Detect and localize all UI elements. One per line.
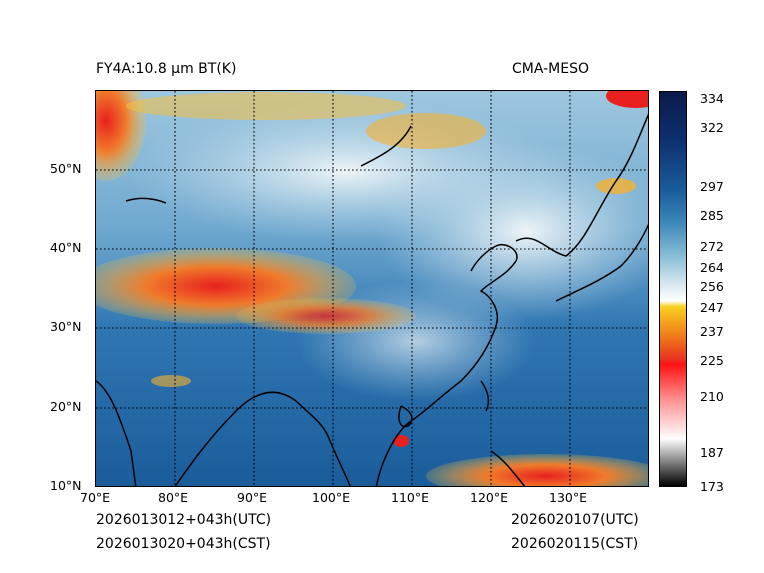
colorbar-tick-297: 297: [700, 179, 724, 194]
colorbar-tick-256: 256: [700, 279, 724, 294]
colorbar-tick-264: 264: [700, 260, 724, 275]
coastline-india-west: [96, 380, 137, 486]
cold-cloud-band-east: [236, 298, 416, 334]
lon-label-80e: 80°E: [158, 490, 189, 505]
lat-label-50n: 50°N: [50, 161, 82, 176]
lat-label-20n: 20°N: [50, 399, 82, 414]
coastlines: [96, 113, 648, 486]
coastline-japan: [555, 223, 648, 302]
tropical-convection: [426, 454, 648, 486]
colorbar-tick-272: 272: [700, 239, 724, 254]
colorbar-tick-187: 187: [700, 445, 724, 460]
colorbar: [659, 91, 687, 487]
colorbar-tick-210: 210: [700, 389, 724, 404]
cold-cloud-northeast: [606, 91, 648, 108]
valid-time-cst: 2026020115(CST): [511, 536, 639, 552]
graticule: [96, 91, 648, 486]
convection-india: [151, 375, 191, 387]
forecast-time-utc: 2026013012+043h(UTC): [96, 512, 272, 528]
cold-cloud-okhotsk: [366, 113, 486, 149]
coastline-okhotsk: [360, 125, 412, 167]
lon-label-120e: 120°E: [470, 490, 509, 505]
coastline-taiwan: [480, 380, 490, 412]
convection-hainan: [393, 435, 409, 447]
cloud-field-siberia: [126, 101, 566, 241]
lon-label-130e: 130°E: [549, 490, 588, 505]
model-name: CMA-MESO: [512, 61, 590, 77]
colorbar-gradient: [660, 92, 686, 486]
forecast-time-cst: 2026013020+043h(CST): [96, 536, 271, 552]
colorbar-tick-237: 237: [700, 324, 724, 339]
coastline-hainan: [398, 405, 413, 428]
colorbar-tick-225: 225: [700, 353, 724, 368]
coastline-lake: [125, 197, 167, 204]
lon-label-70e: 70°E: [80, 490, 111, 505]
cold-cloud-northwest: [96, 91, 146, 181]
map-canvas: [96, 91, 648, 486]
colorbar-fill: [660, 92, 686, 486]
lon-label-90e: 90°E: [237, 490, 268, 505]
coastline-philippines: [490, 450, 526, 486]
colorbar-tick-334: 334: [700, 91, 724, 106]
coastline-korea-russia: [515, 113, 648, 257]
map-title: FY4A:10.8 µm BT(K): [96, 61, 237, 77]
cold-cloud-japan-sea: [596, 178, 636, 194]
lat-label-10n: 10°N: [50, 478, 82, 493]
lat-label-40n: 40°N: [50, 240, 82, 255]
lon-label-100e: 100°E: [312, 490, 351, 505]
lat-label-30n: 30°N: [50, 319, 82, 334]
colorbar-tick-247: 247: [700, 300, 724, 315]
colorbar-tick-173: 173: [700, 479, 724, 494]
colorbar-tick-322: 322: [700, 120, 724, 135]
coastline-bay-of-bengal: [174, 391, 351, 486]
satellite-map: [95, 90, 649, 487]
colorbar-tick-285: 285: [700, 208, 724, 223]
valid-time-utc: 2026020107(UTC): [511, 512, 639, 528]
cold-cloud-north: [126, 92, 406, 120]
lon-label-110e: 110°E: [391, 490, 430, 505]
